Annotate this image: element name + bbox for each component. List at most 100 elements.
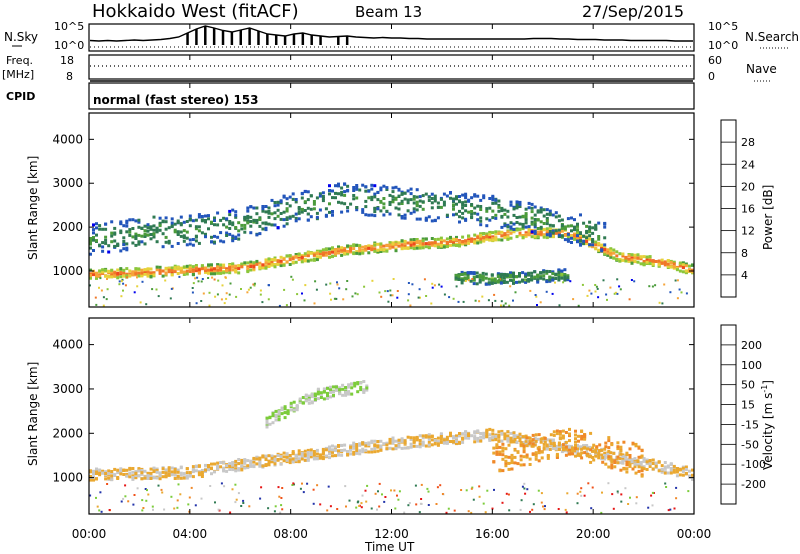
heatmap-cell bbox=[312, 457, 316, 461]
heatmap-cell bbox=[616, 461, 620, 465]
heatmap-cell bbox=[264, 264, 268, 268]
heatmap-cell bbox=[155, 288, 158, 291]
heatmap-cell bbox=[412, 444, 416, 448]
heatmap-cell bbox=[455, 238, 458, 241]
heatmap-cell bbox=[167, 467, 171, 471]
heatmap-cell bbox=[89, 494, 92, 497]
heatmap-cell bbox=[583, 451, 587, 455]
heatmap-cell bbox=[340, 246, 344, 250]
heatmap-cell bbox=[324, 207, 328, 211]
heatmap-cell bbox=[373, 450, 377, 454]
heatmap-cell bbox=[484, 511, 487, 514]
heatmap-cell bbox=[240, 464, 244, 468]
heatmap-cell bbox=[530, 210, 534, 214]
heatmap-cell bbox=[210, 240, 213, 244]
heatmap-cell bbox=[179, 230, 183, 234]
heatmap-cell bbox=[365, 388, 369, 392]
heatmap-cell bbox=[394, 243, 398, 247]
heatmap-cell bbox=[512, 276, 515, 279]
heatmap-cell bbox=[482, 196, 486, 200]
heatmap-cell bbox=[321, 191, 325, 195]
heatmap-cell bbox=[466, 271, 470, 275]
heatmap-cell bbox=[576, 231, 579, 235]
heatmap-cell bbox=[581, 283, 584, 286]
heatmap-cell bbox=[630, 253, 634, 257]
heatmap-cell bbox=[98, 468, 102, 472]
heatmap-cell bbox=[449, 240, 452, 244]
heatmap-cell bbox=[134, 234, 138, 238]
heatmap-cell bbox=[409, 198, 413, 202]
heatmap-cell bbox=[243, 261, 247, 265]
heatmap-cell bbox=[615, 250, 619, 254]
heatmap-cell bbox=[473, 233, 477, 237]
heatmap-cell bbox=[191, 265, 195, 269]
y-tick-label: 4000 bbox=[52, 338, 83, 352]
heatmap-cell bbox=[494, 238, 498, 242]
heatmap-cell bbox=[279, 217, 283, 221]
heatmap-cell bbox=[137, 218, 141, 222]
heatmap-cell bbox=[439, 432, 443, 436]
heatmap-cell bbox=[536, 235, 540, 239]
heatmap-cell bbox=[488, 218, 492, 222]
heatmap-cell bbox=[119, 472, 123, 476]
heatmap-cell bbox=[234, 264, 238, 268]
heatmap-cell bbox=[601, 460, 605, 464]
heatmap-cell bbox=[505, 280, 509, 284]
heatmap-cell bbox=[125, 468, 129, 472]
heatmap-cell bbox=[294, 254, 298, 258]
heatmap-cell bbox=[518, 274, 521, 278]
heatmap-cell bbox=[370, 183, 374, 187]
heatmap-cell bbox=[551, 272, 555, 276]
heatmap-cell bbox=[619, 445, 623, 449]
heatmap-cell bbox=[367, 246, 371, 250]
heatmap-cell bbox=[128, 269, 132, 273]
heatmap-cell bbox=[637, 446, 641, 450]
heatmap-cell bbox=[500, 230, 504, 234]
heatmap-cell bbox=[563, 273, 567, 276]
heatmap-cell bbox=[341, 387, 345, 391]
heatmap-cell bbox=[347, 385, 351, 389]
heatmap-cell bbox=[577, 434, 580, 438]
heatmap-cell bbox=[285, 197, 289, 201]
heatmap-cell bbox=[113, 226, 117, 230]
heatmap-cell bbox=[328, 445, 331, 449]
heatmap-cell bbox=[377, 490, 379, 493]
heatmap-cell bbox=[448, 296, 451, 299]
heatmap-cell bbox=[436, 201, 440, 205]
heatmap-cell bbox=[568, 434, 571, 438]
heatmap-cell bbox=[297, 452, 301, 456]
heatmap-cell bbox=[470, 239, 474, 243]
heatmap-cell bbox=[390, 489, 392, 492]
heatmap-cell bbox=[306, 198, 310, 202]
heatmap-cell bbox=[585, 450, 589, 454]
heatmap-cell bbox=[315, 255, 319, 259]
heatmap-cell bbox=[596, 287, 599, 290]
heatmap-cell bbox=[412, 238, 416, 241]
heatmap-cell bbox=[349, 202, 353, 206]
heatmap-cell bbox=[113, 239, 117, 243]
heatmap-cell bbox=[613, 461, 617, 464]
heatmap-cell bbox=[397, 443, 401, 447]
heatmap-cell bbox=[539, 271, 543, 275]
heatmap-cell bbox=[228, 462, 232, 466]
heatmap-cell bbox=[334, 184, 337, 188]
heatmap-cell bbox=[621, 455, 625, 458]
heatmap-cell bbox=[618, 457, 622, 461]
heatmap-cell bbox=[419, 502, 422, 505]
heatmap-cell bbox=[119, 468, 123, 472]
heatmap-cell bbox=[306, 206, 310, 210]
heatmap-cell bbox=[270, 223, 274, 227]
heatmap-cell bbox=[252, 456, 256, 460]
heatmap-cell bbox=[522, 463, 526, 467]
heatmap-cell bbox=[200, 267, 204, 271]
heatmap-cell bbox=[627, 257, 631, 261]
heatmap-cell bbox=[285, 207, 289, 211]
heatmap-cell bbox=[496, 275, 500, 278]
heatmap-cell bbox=[318, 208, 322, 212]
heatmap-cell bbox=[285, 304, 288, 307]
heatmap-cell bbox=[512, 213, 516, 217]
heatmap-cell bbox=[585, 242, 589, 246]
heatmap-cell bbox=[170, 221, 174, 225]
colorbar-tick-label: -50 bbox=[741, 438, 759, 451]
heatmap-cell bbox=[352, 186, 356, 189]
